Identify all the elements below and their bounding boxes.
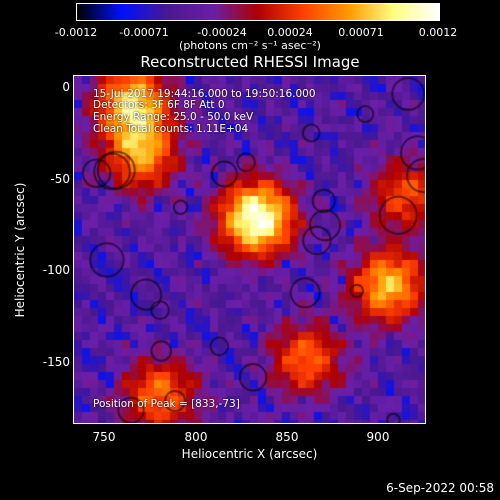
colorbar-tick-label: 0.00071 <box>338 26 384 39</box>
x-tick-label: 900 <box>366 430 390 444</box>
colorbar-tick-label: -0.00024 <box>197 26 247 39</box>
annotation-time-range: 15-Jul-2017 19:44:16.000 to 19:50:16.000 <box>93 88 316 100</box>
colorbar-units: (photons cm⁻² s⁻¹ asec⁻²) <box>179 39 321 52</box>
x-tick-label: 800 <box>184 430 208 444</box>
heatmap-image <box>74 76 425 423</box>
x-tick-label: 750 <box>92 430 116 444</box>
colorbar <box>76 3 440 21</box>
colorbar-tick-label: 0.00024 <box>267 26 313 39</box>
chart-title: Reconstructed RHESSI Image <box>140 53 360 71</box>
y-tick-label: -50 <box>50 172 70 186</box>
colorbar-tick-label: -0.00071 <box>119 26 169 39</box>
annotation-total-counts: Clean Total counts: 1.11E+04 <box>93 123 249 135</box>
timestamp-footer: 6-Sep-2022 00:58 <box>386 481 494 495</box>
y-axis-label: Heliocentric Y (arcsec) <box>13 182 27 318</box>
colorbar-tick-label: -0.0012 <box>54 26 98 39</box>
x-axis-label: Heliocentric X (arcsec) <box>181 447 318 461</box>
plot-area <box>73 75 426 424</box>
annotation-peak-position: Position of Peak = [833,-73] <box>93 398 240 410</box>
y-tick-label: -150 <box>42 355 70 369</box>
y-tick-label: 0 <box>62 80 70 94</box>
y-tick-label: -100 <box>42 263 70 277</box>
colorbar-tick-label: 0.0012 <box>418 26 458 39</box>
annotation-energy-range: Energy Range: 25.0 - 50.0 keV <box>93 111 254 123</box>
annotation-detectors: Detectors: 3F 6F 8F Att 0 <box>93 99 225 111</box>
x-tick-label: 850 <box>275 430 299 444</box>
